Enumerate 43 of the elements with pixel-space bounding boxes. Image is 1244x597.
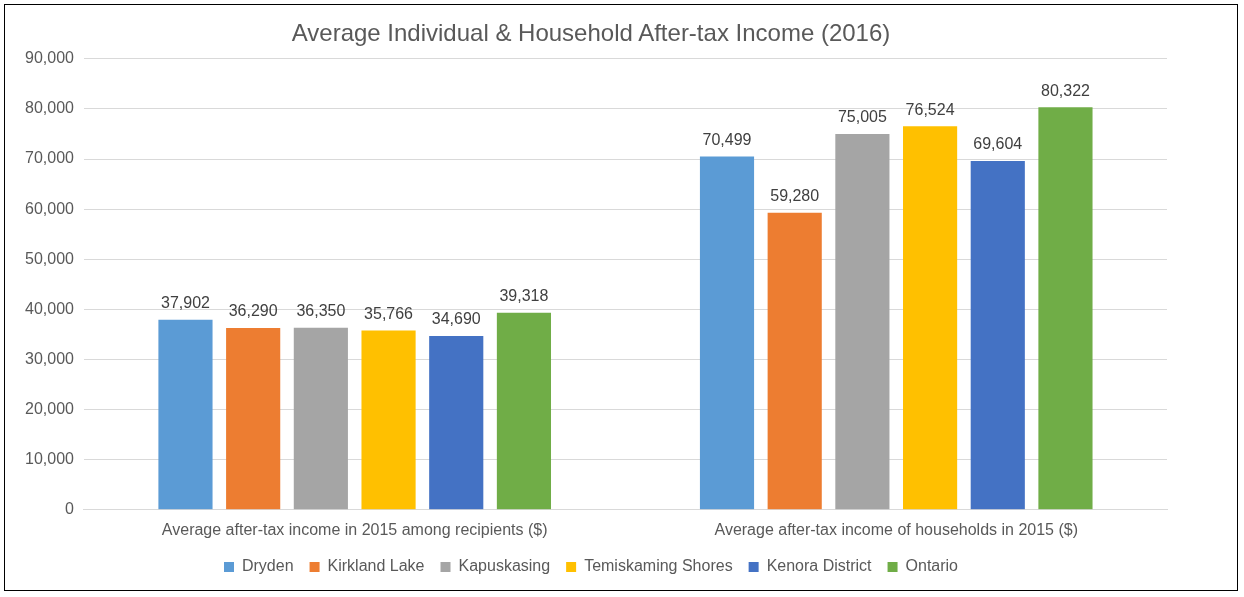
data-label: 70,499 bbox=[702, 130, 752, 148]
data-label: 37,902 bbox=[161, 294, 211, 312]
y-tick-label: 40,000 bbox=[25, 299, 75, 317]
bar bbox=[903, 126, 958, 510]
chart-title: Average Individual & Household After-tax Income (2016) bbox=[291, 19, 891, 47]
legend-label: Kenora District bbox=[766, 557, 873, 575]
bar bbox=[496, 312, 552, 510]
data-label: 35,766 bbox=[364, 304, 414, 322]
y-tick-label: 50,000 bbox=[25, 249, 75, 267]
bar bbox=[767, 212, 822, 510]
data-label: 80,322 bbox=[1040, 81, 1091, 99]
data-label: 36,350 bbox=[296, 302, 346, 320]
x-tick-label: Average after-tax income in 2015 among recipients ($) bbox=[161, 520, 548, 538]
y-tick-label: 60,000 bbox=[25, 199, 75, 217]
data-label: 39,318 bbox=[499, 287, 549, 305]
bar bbox=[970, 161, 1025, 510]
legend-label: Temiskaming Shores bbox=[584, 557, 733, 575]
bar bbox=[699, 156, 755, 510]
legend-label: Kapuskasing bbox=[458, 557, 551, 575]
y-tick-label: 20,000 bbox=[25, 399, 75, 417]
data-label: 76,524 bbox=[905, 100, 955, 118]
y-tick-label: 30,000 bbox=[25, 349, 75, 367]
data-label: 36,290 bbox=[228, 302, 278, 320]
bar bbox=[835, 133, 890, 510]
bar bbox=[361, 330, 416, 510]
legend-label: Ontario bbox=[905, 557, 959, 575]
y-tick-label: 0 bbox=[65, 500, 75, 518]
data-label: 75,005 bbox=[837, 108, 887, 126]
data-label: 34,690 bbox=[431, 310, 481, 328]
bar bbox=[293, 327, 348, 510]
legend-label: Dryden bbox=[241, 557, 294, 575]
bar bbox=[158, 319, 213, 510]
data-label: 69,604 bbox=[973, 135, 1023, 153]
bar bbox=[226, 327, 281, 510]
bar bbox=[1038, 107, 1093, 510]
y-tick-label: 10,000 bbox=[25, 450, 75, 468]
bar bbox=[429, 335, 484, 510]
y-tick-label: 80,000 bbox=[25, 99, 75, 117]
x-tick-label: Average after-tax income of households in 2015 ($) bbox=[714, 520, 1078, 538]
y-tick-label: 70,000 bbox=[25, 149, 75, 167]
legend-label: Kirkland Lake bbox=[327, 557, 425, 575]
y-tick-label: 90,000 bbox=[25, 49, 75, 67]
data-label: 59,280 bbox=[770, 187, 820, 205]
